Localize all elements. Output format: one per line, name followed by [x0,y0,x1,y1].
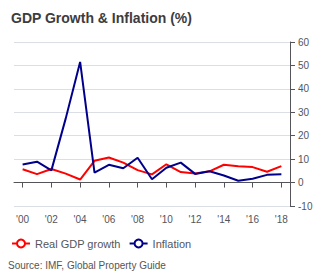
svg-text:'12: '12 [189,214,202,225]
svg-text:Inflation: Inflation [153,238,192,250]
svg-text:'00: '00 [16,214,29,225]
svg-text:'16: '16 [246,214,259,225]
svg-text:Real GDP growth: Real GDP growth [35,238,120,250]
svg-text:'02: '02 [45,214,58,225]
svg-text:-10: -10 [298,201,313,212]
svg-text:'14: '14 [217,214,230,225]
svg-text:60: 60 [298,37,310,48]
svg-text:GDP Growth & Inflation (%): GDP Growth & Inflation (%) [11,10,192,26]
svg-text:0: 0 [298,177,304,188]
svg-text:'06: '06 [102,214,115,225]
svg-text:'18: '18 [275,214,288,225]
svg-text:20: 20 [298,130,310,141]
svg-text:10: 10 [298,154,310,165]
svg-text:30: 30 [298,107,310,118]
svg-text:'04: '04 [74,214,87,225]
svg-text:'08: '08 [131,214,144,225]
svg-text:Source: IMF, Global Property G: Source: IMF, Global Property Guide [8,260,166,271]
svg-text:50: 50 [298,60,310,71]
svg-text:'10: '10 [160,214,173,225]
svg-text:40: 40 [298,83,310,94]
